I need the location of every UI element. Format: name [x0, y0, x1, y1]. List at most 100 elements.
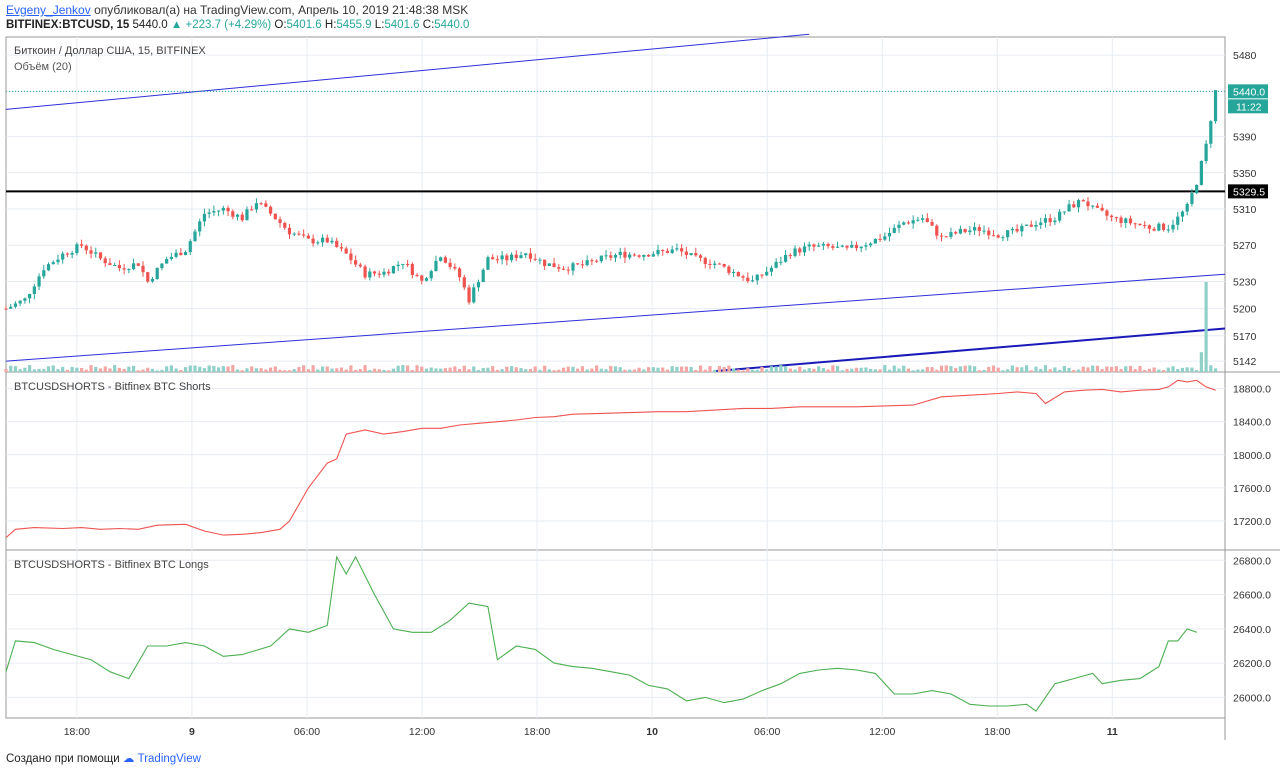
- open-value: 5401.6: [286, 19, 322, 31]
- candle-body: [897, 224, 901, 228]
- volume-bar: [354, 369, 358, 372]
- candle-body: [13, 303, 18, 307]
- candle-body: [892, 227, 896, 233]
- y-tick-label: 5270: [1233, 240, 1257, 252]
- candle-body: [491, 257, 495, 260]
- volume-bar: [1128, 365, 1133, 372]
- volume-bar: [854, 367, 859, 372]
- volume-bar: [339, 367, 344, 372]
- level-price-label: 5329.5: [1233, 186, 1265, 198]
- volume-bar: [765, 369, 769, 372]
- candle-body: [628, 254, 632, 258]
- candle-body: [79, 244, 84, 246]
- volume-bar: [4, 369, 8, 372]
- volume-bar: [684, 366, 688, 372]
- volume-bar: [1062, 365, 1066, 372]
- candle-body: [287, 227, 292, 235]
- volume-bar: [429, 367, 433, 372]
- volume-bar: [514, 367, 518, 372]
- candle-body: [821, 243, 825, 246]
- volume-bar: [193, 365, 197, 372]
- volume-bar: [713, 369, 717, 372]
- volume-bar: [1067, 367, 1071, 372]
- candle-body: [420, 275, 424, 281]
- volume-bar: [212, 365, 216, 372]
- candle-body: [1138, 223, 1142, 226]
- volume-bar: [396, 365, 400, 372]
- candle-body: [543, 259, 547, 267]
- candle-body: [94, 252, 98, 254]
- volume-bar: [117, 367, 121, 372]
- candle-body: [1043, 218, 1048, 223]
- volume-bar: [505, 366, 509, 372]
- trendline-lower: [5, 273, 1226, 362]
- volume-bar: [958, 366, 963, 372]
- volume-bar: [642, 369, 646, 372]
- volume-bar: [864, 367, 868, 372]
- candle-body: [930, 222, 934, 226]
- y-tick-label: 5310: [1233, 204, 1257, 216]
- candle-body: [1176, 216, 1180, 225]
- author-link[interactable]: Evgeny_Jenkov: [6, 3, 91, 17]
- volume-bar: [330, 368, 334, 372]
- candle-body: [1062, 211, 1066, 213]
- volume-bar: [793, 369, 797, 372]
- y-tick-label: 5480: [1233, 50, 1257, 62]
- candle-body: [443, 257, 448, 263]
- volume-bar: [831, 365, 835, 372]
- volume-bar: [623, 369, 627, 372]
- candle-body: [481, 269, 485, 283]
- volume-bar: [892, 365, 896, 372]
- volume-bar: [443, 368, 448, 372]
- candle-body: [1081, 200, 1085, 202]
- x-tick-label: 18:00: [984, 726, 1010, 738]
- volume-bar: [1180, 367, 1185, 372]
- volume-bar: [372, 368, 377, 372]
- candle-body: [46, 264, 51, 271]
- candle-body: [642, 255, 646, 257]
- volume-bar: [750, 369, 755, 372]
- volume-bar: [316, 369, 320, 372]
- candle-body: [448, 262, 452, 267]
- candle-body: [698, 255, 703, 258]
- candle-body: [670, 249, 674, 253]
- volume-bar: [1091, 365, 1095, 372]
- candle-body: [472, 287, 476, 303]
- candle-body: [1161, 223, 1166, 230]
- volume-bar: [632, 369, 636, 372]
- y-tick-label: 17600.0: [1233, 483, 1271, 495]
- candle-body: [684, 251, 688, 256]
- volume-bar: [462, 365, 466, 372]
- candle-body: [32, 286, 36, 294]
- volume-bar: [491, 366, 495, 372]
- longs-series-line: [5, 555, 1197, 712]
- volume-bar: [259, 368, 263, 372]
- volume-bar: [547, 369, 551, 372]
- candle-body: [840, 245, 844, 247]
- volume-bar: [1024, 365, 1029, 372]
- candle-body: [476, 282, 481, 288]
- volume-bar: [949, 366, 953, 372]
- volume-bar: [235, 369, 240, 372]
- candle-body: [760, 274, 764, 276]
- volume-bar: [585, 369, 589, 372]
- candle-body: [221, 207, 225, 211]
- volume-bar: [363, 365, 367, 372]
- candle-body: [774, 261, 778, 268]
- candle-body: [18, 300, 22, 304]
- candle-body: [972, 227, 977, 231]
- candle-body: [127, 269, 131, 271]
- candle-body: [925, 218, 929, 223]
- candle-body: [887, 232, 892, 237]
- candle-body: [519, 255, 523, 259]
- volume-bar: [311, 365, 315, 372]
- candle-body: [750, 280, 755, 282]
- candle-body: [680, 248, 684, 252]
- candle-body: [349, 253, 353, 261]
- candle-body: [160, 263, 164, 269]
- tradingview-brand[interactable]: TradingView: [137, 753, 201, 765]
- volume-bar: [1171, 366, 1175, 372]
- volume-bar: [240, 370, 244, 372]
- volume-bar: [1114, 366, 1118, 372]
